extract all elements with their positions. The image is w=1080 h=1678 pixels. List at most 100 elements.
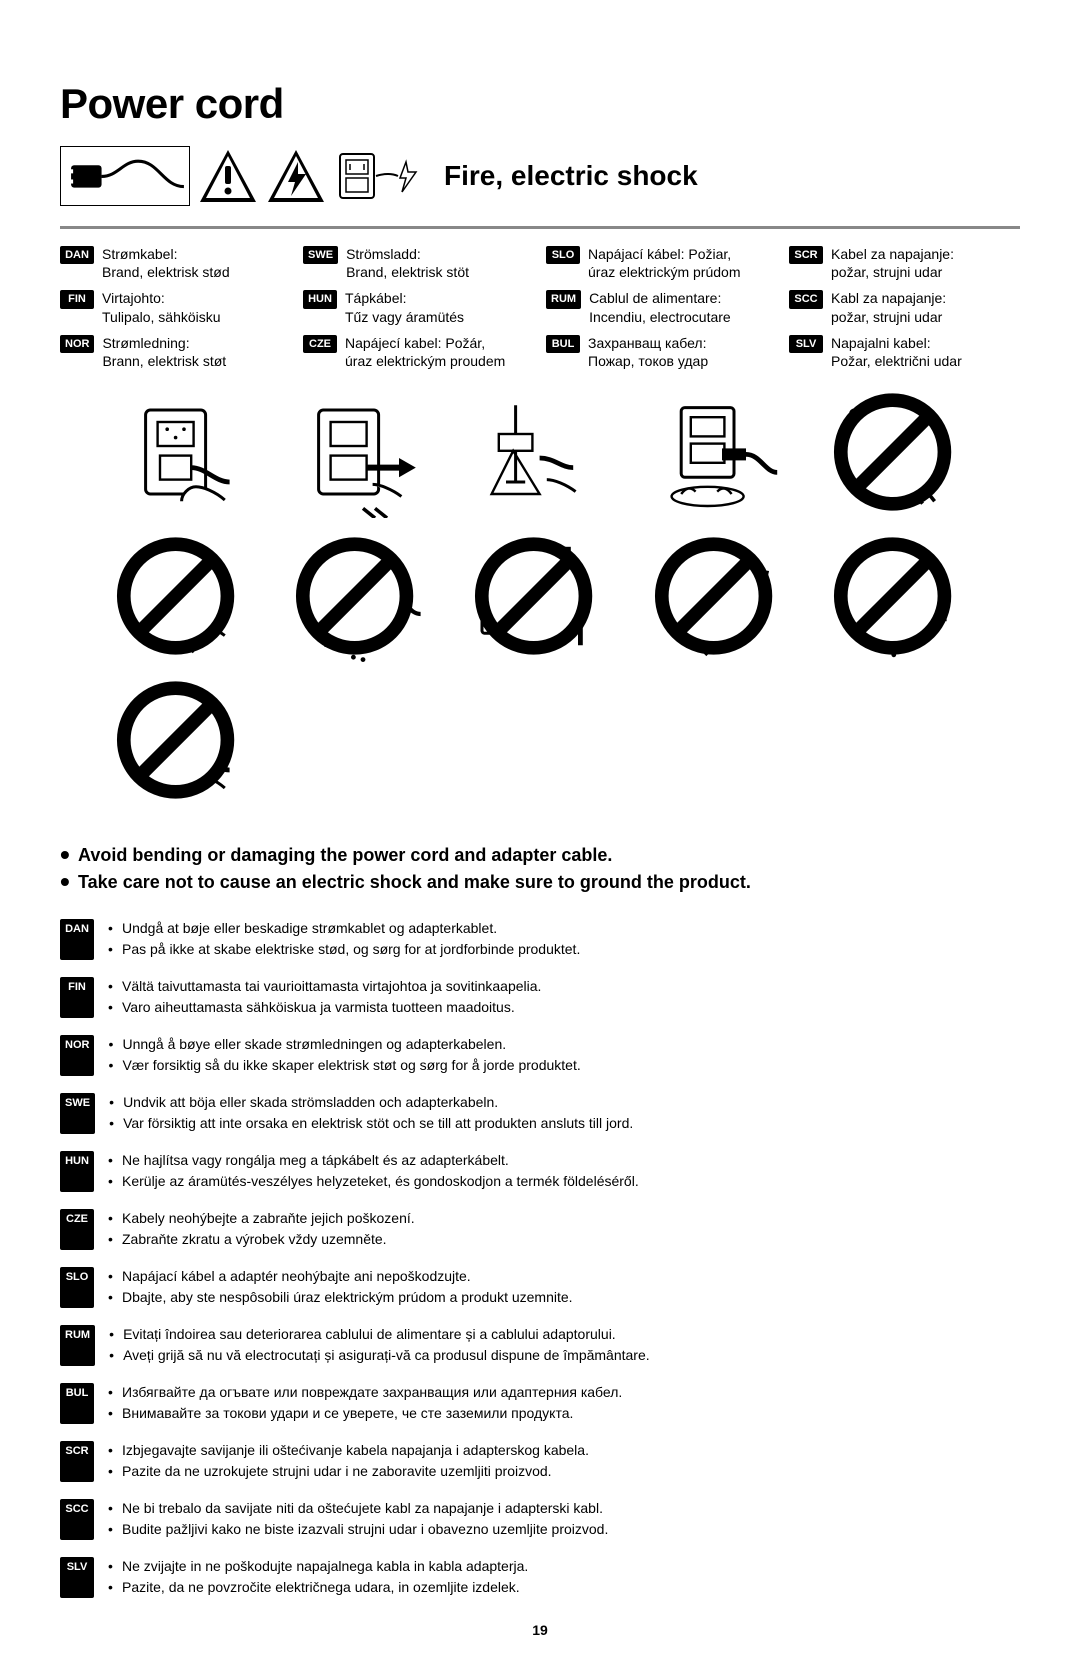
illustration: [279, 398, 442, 518]
lang-block: BUL Избягвайте да огъвате или повреждате…: [60, 1382, 1020, 1424]
lang-block: RUM Evitați îndoirea sau deteriorarea ca…: [60, 1324, 1020, 1366]
main-bullets: Avoid bending or damaging the power cord…: [60, 842, 1020, 896]
illustration: [279, 542, 442, 662]
translation-text: Cablul de alimentare:Incendiu, electrocu…: [589, 289, 731, 325]
lang-line: Pazite da ne uzrokujete strujni udar i n…: [108, 1461, 589, 1482]
translation-text: Strømledning:Brann, elektrisk støt: [102, 334, 226, 370]
lang-tag: SLV: [60, 1557, 94, 1598]
lang-line: Evitați îndoirea sau deteriorarea cablul…: [109, 1324, 650, 1345]
lang-tag: HUN: [303, 290, 337, 308]
outlet-spark-icon: [334, 148, 424, 204]
lang-line: Kerülje az áramütés-veszélyes helyzeteke…: [108, 1171, 639, 1192]
translation-text: Napájací kábel: Požiar,úraz elektrickým …: [588, 245, 741, 281]
translation-text: Strømkabel:Brand, elektrisk stød: [102, 245, 230, 281]
lang-tag: HUN: [60, 1151, 94, 1192]
illustration: [458, 542, 621, 662]
lang-line: Undvik att böja eller skada strömsladden…: [109, 1092, 633, 1113]
lang-tag: CZE: [303, 335, 337, 353]
lang-block: SWE Undvik att böja eller skada strömsla…: [60, 1092, 1020, 1134]
translation-item: NOR Strømledning:Brann, elektrisk støt: [60, 334, 291, 370]
lang-line: Vältä taivuttamasta tai vaurioittamasta …: [108, 976, 541, 997]
lang-line: Budite pažljivi kako ne biste izazvali s…: [108, 1519, 608, 1540]
lang-line: Pazite, da ne povzročite električnega ud…: [108, 1577, 528, 1598]
lang-line: Pas på ikke at skabe elektriske stød, og…: [108, 939, 580, 960]
lang-block: SLO Napájací kábel a adaptér neohýbajte …: [60, 1266, 1020, 1308]
translations-grid: DAN Strømkabel:Brand, elektrisk stød SWE …: [60, 245, 1020, 370]
lang-tag: NOR: [60, 1035, 94, 1076]
illustration: [817, 542, 980, 662]
translation-text: Захранващ кабел:Пожар, токов удар: [588, 334, 708, 370]
language-blocks: DAN Undgå at bøje eller beskadige strømk…: [60, 918, 1020, 1598]
lang-block: SCR Izbjegavajte savijanje ili oštećivan…: [60, 1440, 1020, 1482]
lang-tag: SLO: [60, 1267, 94, 1308]
lang-tag: DAN: [60, 919, 94, 960]
translation-item: SLO Napájací kábel: Požiar,úraz elektric…: [546, 245, 777, 281]
translation-text: Napájecí kabel: Požár,úraz elektrickým p…: [345, 334, 505, 370]
illustration: [638, 398, 801, 518]
translation-item: HUN Tápkábel:Tűz vagy áramütés: [303, 289, 534, 325]
lang-tag: DAN: [60, 246, 94, 264]
lang-line: Ne zvijajte in ne poškodujte napajalnega…: [108, 1556, 528, 1577]
translation-item: SLV Napajalni kabel:Požar, električni ud…: [789, 334, 1020, 370]
translation-item: DAN Strømkabel:Brand, elektrisk stød: [60, 245, 291, 281]
lang-line: Undgå at bøje eller beskadige strømkable…: [108, 918, 580, 939]
translation-item: RUM Cablul de alimentare:Incendiu, elect…: [546, 289, 777, 325]
lang-block: FIN Vältä taivuttamasta tai vaurioittama…: [60, 976, 1020, 1018]
translation-item: SWE Strömsladd:Brand, elektrisk stöt: [303, 245, 534, 281]
lang-block: SLV Ne zvijajte in ne poškodujte napajal…: [60, 1556, 1020, 1598]
translation-text: Tápkábel:Tűz vagy áramütés: [345, 289, 464, 325]
plug-cord-icon: [60, 146, 190, 206]
lang-line: Aveți grijă să nu vă electrocutați și as…: [109, 1345, 650, 1366]
lang-line: Unngå å bøye eller skade strømledningen …: [108, 1034, 580, 1055]
lang-line: Ne hajlítsa vagy rongálja meg a tápkábel…: [108, 1150, 639, 1171]
illustration: [817, 398, 980, 518]
subtitle: Fire, electric shock: [444, 160, 698, 192]
lang-line: Var försiktig att inte orsaka en elektri…: [109, 1113, 633, 1134]
lang-tag: SLV: [789, 335, 823, 353]
lang-block: NOR Unngå å bøye eller skade strømlednin…: [60, 1034, 1020, 1076]
lang-tag: NOR: [60, 335, 94, 353]
lang-tag: SWE: [303, 246, 338, 264]
translation-item: BUL Захранващ кабел:Пожар, токов удар: [546, 334, 777, 370]
illustrations-grid: [60, 398, 1020, 806]
page-title: Power cord: [60, 80, 1020, 128]
lang-tag: RUM: [60, 1325, 95, 1366]
lang-line: Varo aiheuttamasta sähköiskua ja varmist…: [108, 997, 541, 1018]
lang-line: Избягвайте да огъвате или повреждате зах…: [108, 1382, 622, 1403]
illustration: [638, 542, 801, 662]
lang-block: DAN Undgå at bøje eller beskadige strømk…: [60, 918, 1020, 960]
warning-triangle-icon: [198, 148, 258, 204]
translation-text: Kabl za napajanje:požar, strujni udar: [831, 289, 946, 325]
lang-tag: FIN: [60, 290, 94, 308]
lang-tag: SCR: [789, 246, 823, 264]
illustration: [100, 686, 263, 806]
lang-line: Kabely neohýbejte a zabraňte jejich pošk…: [108, 1208, 415, 1229]
lang-tag: SCR: [60, 1441, 94, 1482]
lang-line: Ne bi trebalo da savijate niti da ošteću…: [108, 1498, 608, 1519]
lang-block: HUN Ne hajlítsa vagy rongálja meg a tápk…: [60, 1150, 1020, 1192]
translation-item: FIN Virtajohto:Tulipalo, sähköisku: [60, 289, 291, 325]
translation-text: Strömsladd:Brand, elektrisk stöt: [346, 245, 469, 281]
lang-tag: RUM: [546, 290, 581, 308]
lang-line: Izbjegavajte savijanje ili oštećivanje k…: [108, 1440, 589, 1461]
lang-line: Dbajte, aby ste nespôsobili úraz elektri…: [108, 1287, 573, 1308]
lang-tag: SCC: [789, 290, 823, 308]
main-bullet: Avoid bending or damaging the power cord…: [60, 842, 1020, 869]
page-number: 19: [60, 1622, 1020, 1638]
lang-tag: SCC: [60, 1499, 94, 1540]
illustration: [100, 398, 263, 518]
lang-line: Zabraňte zkratu a výrobek vždy uzemněte.: [108, 1229, 415, 1250]
translation-item: SCC Kabl za napajanje:požar, strujni uda…: [789, 289, 1020, 325]
translation-text: Napajalni kabel:Požar, električni udar: [831, 334, 962, 370]
lang-tag: BUL: [546, 335, 580, 353]
translation-item: CZE Napájecí kabel: Požár,úraz elektrick…: [303, 334, 534, 370]
main-bullet: Take care not to cause an electric shock…: [60, 869, 1020, 896]
lang-tag: SWE: [60, 1093, 95, 1134]
illustration: [100, 542, 263, 662]
lang-tag: SLO: [546, 246, 580, 264]
lang-line: Napájací kábel a adaptér neohýbajte ani …: [108, 1266, 573, 1287]
lang-tag: BUL: [60, 1383, 94, 1424]
lang-block: CZE Kabely neohýbejte a zabraňte jejich …: [60, 1208, 1020, 1250]
translation-text: Kabel za napajanje:požar, strujni udar: [831, 245, 954, 281]
lang-tag: CZE: [60, 1209, 94, 1250]
